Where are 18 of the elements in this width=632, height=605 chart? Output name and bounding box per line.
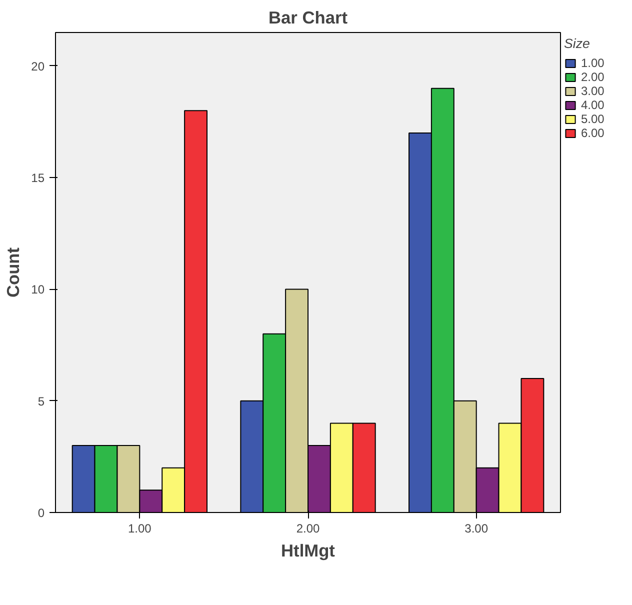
legend-label: 2.00: [581, 70, 604, 84]
x-tick-label: 3.00: [464, 522, 488, 536]
y-tick-label: 0: [38, 506, 45, 520]
y-tick-label: 15: [31, 171, 45, 186]
y-tick-label: 20: [31, 59, 45, 74]
x-axis-title: HtlMgt: [281, 540, 336, 560]
y-tick-label: 5: [38, 394, 45, 408]
legend-label: 1.00: [581, 56, 604, 70]
y-tick-label: 10: [31, 282, 45, 297]
x-tick-label: 1.00: [128, 522, 152, 536]
legend-label: 6.00: [581, 126, 604, 140]
y-axis-title: Count: [3, 247, 24, 298]
legend-label: 5.00: [581, 112, 604, 126]
legend-label: 4.00: [581, 98, 604, 112]
legend-label: 3.00: [581, 84, 604, 98]
x-tick-label: 2.00: [296, 522, 320, 536]
chart-title: Bar Chart: [268, 8, 348, 28]
legend-title: Size: [564, 36, 591, 51]
